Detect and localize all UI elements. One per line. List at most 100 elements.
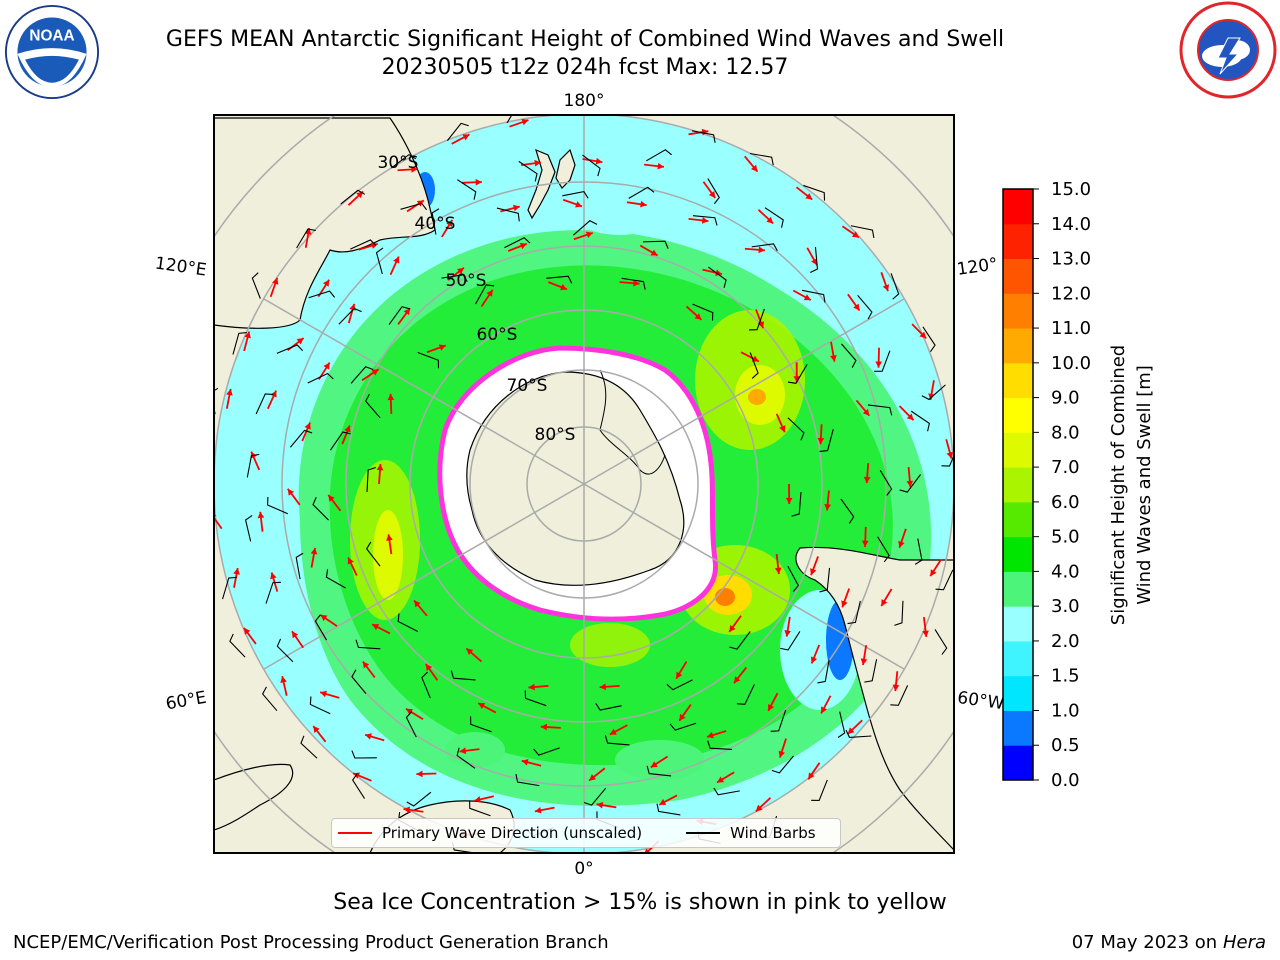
colorbar-tick-label: 3.0: [1051, 596, 1080, 617]
wind-barb: [910, 410, 930, 432]
wind-barb: [350, 366, 374, 384]
colorbar-tick-label: 1.5: [1051, 666, 1080, 687]
wind-barb: [729, 631, 751, 650]
wind-barb: [355, 639, 381, 650]
colorbar-tick-label: 6.0: [1051, 492, 1080, 513]
wave-arrowhead: [540, 723, 548, 731]
wind-barb: [621, 277, 646, 290]
colorbar-tick-label: 5.0: [1051, 527, 1080, 548]
footer-credit: NCEP/EMC/Verification Post Processing Pr…: [13, 932, 609, 953]
wave-arrowhead: [310, 547, 318, 555]
wind-barb: [817, 659, 830, 684]
wave-arrowhead: [387, 393, 395, 401]
wind-barb: [300, 735, 318, 759]
wind-barb: [518, 160, 538, 182]
wave-arrowhead: [595, 157, 603, 165]
wind-barb: [417, 352, 440, 369]
wave-arrowhead: [519, 242, 527, 250]
wave-arrowhead: [347, 557, 354, 565]
wave-arrowhead: [560, 284, 568, 291]
wind-barb: [749, 308, 765, 331]
wind-barb: [707, 740, 733, 750]
colorbar-segment: [1003, 675, 1033, 711]
colorbar-tick-label: 11.0: [1051, 318, 1091, 339]
lat-label-50s: 50°S: [446, 271, 487, 291]
wave-arrowhead: [243, 627, 251, 635]
wave-arrowhead: [403, 806, 411, 814]
noaa-logo-icon: NOAA: [4, 4, 100, 100]
legend-label-wave: Primary Wave Direction (unscaled): [382, 824, 643, 842]
title-line-2: 20230505 t12z 024h fcst Max: 12.57: [381, 55, 789, 80]
wind-barb: [267, 496, 289, 515]
wind-barb: [803, 184, 826, 201]
wave-arrowhead: [589, 774, 597, 781]
wind-barb: [276, 344, 304, 354]
wave-arrowhead: [280, 676, 287, 683]
colorbar-segment: [1003, 640, 1033, 677]
wave-arrowhead: [650, 761, 658, 768]
wind-barb: [475, 284, 495, 305]
wind-barb: [312, 497, 329, 521]
wave-arrowhead: [898, 540, 905, 548]
wind-barb: [850, 225, 875, 239]
colorbar-segment: [1003, 606, 1033, 642]
colorbar-tick-label: 15.0: [1051, 179, 1091, 200]
colorbar-tick-label: 9.0: [1051, 388, 1080, 409]
wave-arrowhead: [596, 801, 604, 809]
wave-arrowhead: [717, 776, 725, 783]
wind-barb: [405, 711, 417, 738]
wave-arrowhead: [922, 630, 929, 637]
wind-barb: [864, 659, 878, 683]
wind-barb: [441, 274, 468, 282]
wave-arrowhead: [785, 497, 793, 504]
wave-arrowhead: [270, 390, 277, 398]
nws-logo-icon: [1179, 1, 1277, 99]
wave-arrowhead: [706, 731, 714, 739]
wave-arrowhead: [272, 277, 279, 285]
wind-barb: [582, 154, 601, 177]
wind-barb: [669, 722, 697, 731]
wave-arrowhead: [906, 413, 914, 421]
wave-arrowhead: [778, 750, 785, 758]
wave-arrowhead: [371, 369, 379, 376]
wave-arrowhead: [372, 624, 380, 631]
wind-barb: [469, 800, 491, 817]
wave-arrowhead: [365, 733, 372, 740]
wave-arrowhead: [882, 284, 890, 292]
wind-barb: [450, 670, 476, 681]
wind-barb: [646, 149, 672, 162]
wind-barb: [643, 240, 669, 249]
wave-arrowhead: [425, 664, 433, 671]
svg-text:NOAA: NOAA: [29, 27, 74, 44]
wave-arrowhead: [521, 118, 529, 126]
wave-arrowhead: [821, 706, 828, 714]
colorbar-tick-label: 2.0: [1051, 631, 1080, 652]
wave-arrowhead: [438, 344, 446, 351]
wave-arrowhead: [320, 614, 328, 622]
wind-barb: [457, 179, 477, 200]
wind-barb: [646, 765, 672, 777]
wind-barb: [244, 515, 253, 542]
wave-arrowhead: [779, 425, 786, 433]
wave-arrowhead: [803, 294, 811, 301]
wave-arrowhead: [403, 308, 411, 316]
wind-barb: [810, 247, 819, 274]
wind-barb: [764, 207, 784, 228]
lat-label-80s: 80°S: [535, 425, 576, 445]
wind-barb: [837, 711, 846, 738]
wind-barb: [894, 600, 904, 626]
lat-label-30s: 30°S: [378, 153, 419, 173]
wind-barb: [847, 600, 861, 625]
wave-arrowhead: [233, 568, 240, 575]
wave-arrowhead: [313, 726, 320, 733]
wind-barb: [707, 178, 720, 205]
wind-barb: [787, 364, 808, 384]
wave-arrowhead: [715, 269, 722, 276]
wave-arrowhead: [376, 464, 384, 471]
colorbar-segment: [1003, 293, 1033, 329]
wave-arrowhead: [356, 191, 364, 199]
wind-barb: [255, 393, 274, 415]
wind-barb: [692, 215, 718, 226]
wave-arrowhead: [729, 624, 736, 632]
wind-barb: [470, 716, 492, 733]
